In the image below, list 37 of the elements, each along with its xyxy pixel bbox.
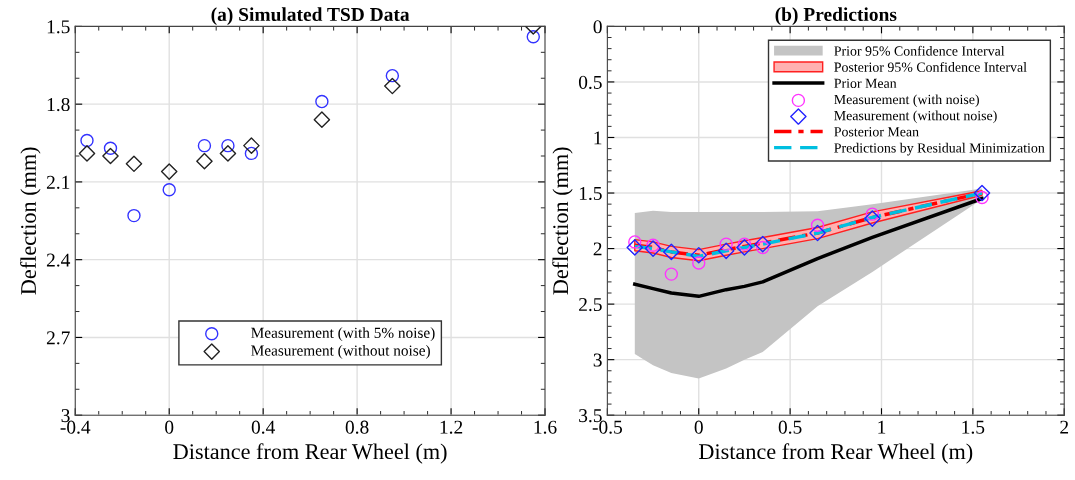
legend-label: Measurement (without noise) [251,344,430,359]
x-axis-title: Distance from Rear Wheel (m) [699,443,973,464]
chart-title: (b) Predictions [775,7,897,25]
y-tick-label: 1.8 [47,97,70,112]
y-tick-label: 2.7 [46,331,70,345]
x-tick-label: 1.2 [440,420,463,434]
y-tick-label: 3 [593,353,602,367]
x-tick-label: 0.8 [345,420,369,434]
x-tick-label: 0 [694,420,703,434]
y-tick-label: 1 [594,131,602,145]
legend-label: Posterior Mean [834,127,919,137]
y-tick-label: 0.5 [578,75,602,89]
legend-label: Measurement (with 5% noise) [251,327,435,342]
y-tick-label: 2.4 [46,253,71,267]
y-tick-label: 2.5 [579,297,602,312]
legend-label: Prior 95% Confidence Interval [834,45,1005,56]
y-tick-label: 0 [593,20,602,34]
x-tick-label: 1.5 [962,420,985,434]
legend-label: Measurement (without noise) [834,110,997,124]
y-tick-label: 1.5 [579,186,602,201]
legend-label: Measurement (with noise) [834,94,979,107]
y-tick-label: 2.1 [46,175,70,189]
y-tick-label: 2 [593,242,602,256]
x-tick-label: 0.5 [778,420,802,434]
x-tick-label: 2 [1060,420,1069,434]
x-tick-label: 1.6 [534,420,557,434]
y-axis-title: Deflection (mm) [552,147,573,295]
legend-label: Prior Mean [834,78,897,89]
x-axis-title: Distance from Rear Wheel (m) [173,443,447,464]
y-axis-title: Deflection (mm) [20,147,41,295]
x-tick-label: 1 [878,420,886,434]
legend-label: Predictions by Residual Minimization [834,142,1045,156]
legend-label: Posterior 95% Confidence Interval [834,61,1027,72]
chart-title: (a) Simulated TSD Data [211,7,410,25]
x-tick-label: 0 [165,420,174,434]
y-tick-label: 1.5 [47,20,70,34]
x-tick-label: 0.4 [251,420,276,434]
